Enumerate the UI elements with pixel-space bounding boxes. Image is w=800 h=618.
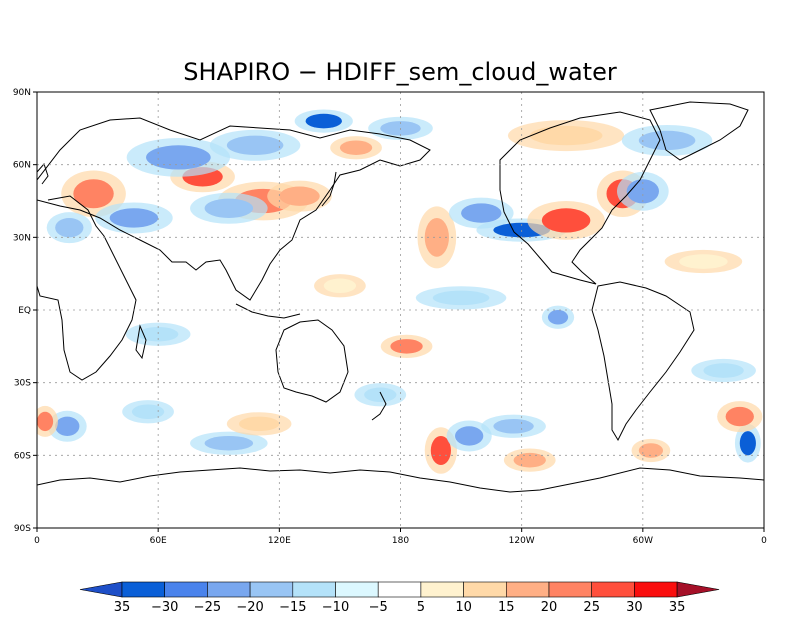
colorbar-label: 5 [417, 600, 425, 615]
lat-tick-label: 60N [13, 161, 31, 171]
lon-tick-label: 60E [150, 536, 167, 546]
anomaly-core [55, 217, 84, 238]
coast-uk [37, 163, 49, 185]
coast-eurasia [37, 117, 431, 301]
colorbar-label: 35 [669, 600, 686, 615]
anomaly-core [73, 179, 114, 209]
anomaly-core [703, 363, 744, 378]
coastlines [37, 101, 764, 493]
colorbar-box [164, 581, 208, 598]
anomaly-core [541, 208, 591, 233]
colorbar-box [634, 581, 678, 598]
colorbar-label: 20 [541, 600, 558, 615]
anomaly-core [364, 387, 397, 403]
anomaly-core [739, 431, 756, 456]
lon-tick-label: 60W [633, 536, 653, 546]
coast-greenland [649, 101, 749, 161]
anomaly-core [679, 254, 728, 269]
lat-tick-label: 60S [14, 451, 31, 461]
anomaly-core [638, 130, 696, 151]
colorbar-box [207, 581, 251, 598]
anomaly-core [638, 443, 664, 458]
anomaly-field [37, 109, 763, 474]
colorbar-box [121, 581, 166, 598]
anomaly-core [204, 198, 254, 218]
coast-madagascar [135, 324, 147, 360]
anomaly-core [493, 419, 534, 434]
anomaly-core [109, 208, 159, 228]
lat-tick-label: EQ [18, 306, 31, 316]
coast-africa [37, 195, 137, 381]
colorbar-label: 25 [583, 600, 600, 615]
colorbar-box [420, 581, 464, 598]
coast-japan [321, 171, 337, 207]
colorbar-box [463, 581, 507, 598]
lat-tick-label: 30N [13, 233, 31, 243]
lat-tick-label: 90N [13, 88, 31, 98]
anomaly-core [37, 411, 54, 432]
anomaly-core [204, 435, 254, 451]
anomaly-core [279, 186, 320, 206]
colorbar-box [591, 581, 635, 598]
anomaly-core [455, 426, 484, 446]
anomaly-core [339, 140, 373, 155]
colorbar-label: 15 [498, 600, 515, 615]
colorbar-label: 35 [114, 600, 131, 615]
anomaly-core [461, 203, 502, 223]
colorbar-right-arrow [676, 581, 720, 598]
anomaly-core [305, 113, 342, 129]
lon-tick-label: 180 [392, 536, 409, 546]
colorbar-box [505, 581, 550, 598]
coast-antarctica [37, 467, 764, 493]
colorbar-box [249, 581, 294, 598]
anomaly-core [430, 435, 451, 466]
colorbar-label: −5 [369, 600, 388, 615]
lat-tick-label: 30S [14, 379, 31, 389]
colorbar-label: 30 [626, 600, 643, 615]
anomaly-core [226, 135, 284, 155]
colorbar-box [377, 581, 422, 598]
anomaly-core [137, 326, 179, 342]
anomaly-core [725, 406, 754, 427]
colorbar-box [548, 581, 593, 598]
anomaly-core [529, 125, 603, 146]
lon-tick-label: 120E [268, 536, 291, 546]
coast-indonesia [235, 303, 301, 319]
colorbar-label: 10 [455, 600, 472, 615]
anomaly-core [238, 416, 280, 432]
lon-tick-label: 0 [34, 536, 40, 546]
colorbar-box [292, 581, 336, 598]
graticule [37, 92, 764, 528]
lon-tick-label: 120W [509, 536, 535, 546]
colorbar-label: −30 [151, 600, 178, 615]
anomaly-core [55, 416, 80, 436]
colorbar-left-arrow [79, 581, 123, 598]
colorbar-label: −20 [236, 600, 263, 615]
anomaly-core [547, 310, 569, 325]
colorbar-label: −10 [322, 600, 349, 615]
anomaly-core [131, 404, 165, 419]
anomaly-core [424, 217, 449, 257]
anomaly-core [390, 339, 423, 354]
lon-tick-label: 0 [761, 536, 767, 546]
colorbar: 35 −30 −25 −20 −15 −10 −5 5 10 15 20 25 30 35 [79, 581, 720, 615]
coast-north-america [499, 111, 661, 285]
anomaly-core [513, 452, 546, 468]
colorbar-box [335, 581, 379, 598]
coast-south-america [591, 281, 695, 442]
chart-title: SHAPIRO − HDIFF_sem_cloud_water [183, 58, 617, 86]
anomaly-core [146, 145, 211, 170]
anomaly-core [432, 290, 490, 306]
colorbar-label: −15 [279, 600, 306, 615]
anomaly-core [323, 278, 357, 294]
lat-tick-label: 90S [14, 524, 31, 534]
colorbar-label: −25 [194, 600, 221, 615]
coast-new-zealand [371, 391, 387, 421]
